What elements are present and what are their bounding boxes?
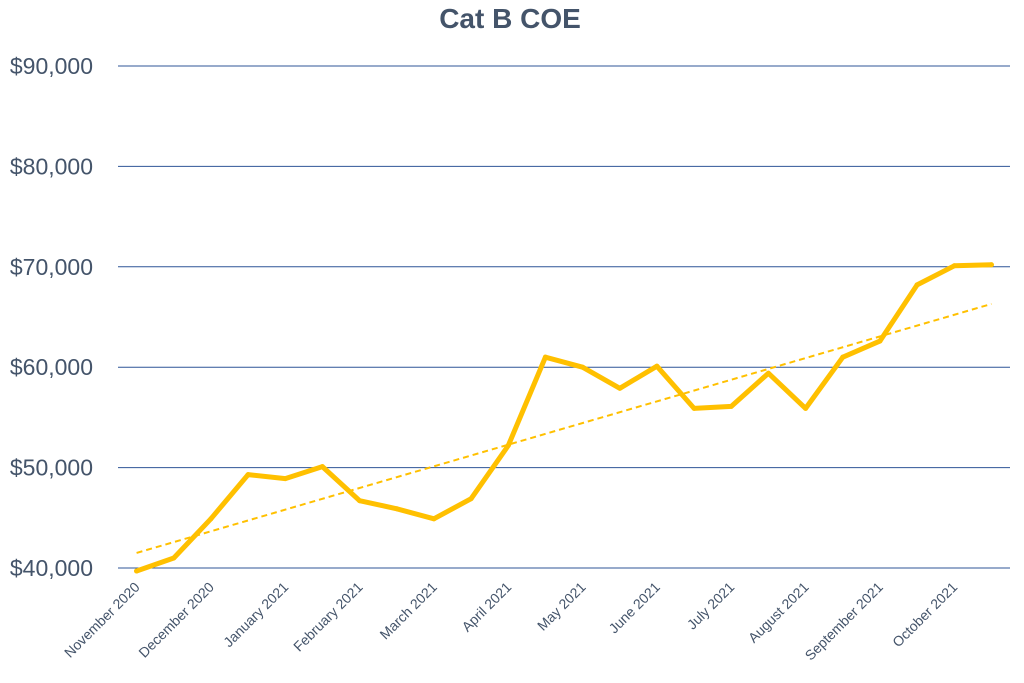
series-layer — [134, 262, 994, 574]
x-tick-label: June 2021 — [605, 579, 663, 637]
x-tick-label: August 2021 — [745, 579, 812, 646]
data-point — [468, 496, 474, 502]
data-point — [914, 282, 920, 288]
data-point — [654, 363, 660, 369]
data-point — [394, 506, 400, 512]
y-tick-label: $70,000 — [10, 254, 93, 280]
data-point — [208, 516, 214, 522]
data-point — [171, 555, 177, 561]
x-tick-label: February 2021 — [290, 579, 366, 655]
data-point — [765, 370, 771, 376]
data-point — [580, 364, 586, 370]
y-tick-label: $90,000 — [10, 53, 93, 79]
x-tick-label: May 2021 — [534, 579, 589, 634]
data-point — [877, 338, 883, 344]
x-tick-label: January 2021 — [220, 579, 291, 650]
gridlines — [118, 65, 1010, 569]
x-tick-label: September 2021 — [802, 579, 887, 664]
data-point — [840, 354, 846, 360]
x-tick-label: July 2021 — [684, 579, 738, 633]
y-axis-ticks: $40,000 $50,000 $60,000 $70,000 $80,000 $90,0… — [10, 53, 93, 581]
y-tick-label: $50,000 — [10, 455, 93, 481]
data-point — [728, 403, 734, 409]
x-tick-label: April 2021 — [458, 579, 514, 635]
data-point — [505, 443, 511, 449]
chart-title: Cat B COE — [439, 3, 581, 34]
data-point — [988, 262, 994, 268]
x-tick-label: October 2021 — [889, 579, 960, 650]
x-tick-label: March 2021 — [376, 579, 440, 643]
data-point — [319, 464, 325, 470]
data-point — [357, 498, 363, 504]
data-point — [617, 385, 623, 391]
y-tick-label: $80,000 — [10, 153, 93, 179]
data-point — [951, 263, 957, 269]
linear-trendline — [136, 302, 992, 554]
y-tick-label: $40,000 — [10, 555, 93, 581]
y-tick-label: $60,000 — [10, 354, 93, 380]
data-point — [245, 472, 251, 478]
series-line — [134, 262, 994, 574]
data-point — [803, 405, 809, 411]
trendline-layer — [136, 302, 992, 554]
data-point — [134, 568, 140, 574]
data-point — [431, 516, 437, 522]
data-point — [691, 405, 697, 411]
x-tick-label: December 2020 — [135, 579, 217, 661]
data-point — [542, 354, 548, 360]
x-tick-label: November 2020 — [61, 579, 143, 661]
data-point — [282, 476, 288, 482]
